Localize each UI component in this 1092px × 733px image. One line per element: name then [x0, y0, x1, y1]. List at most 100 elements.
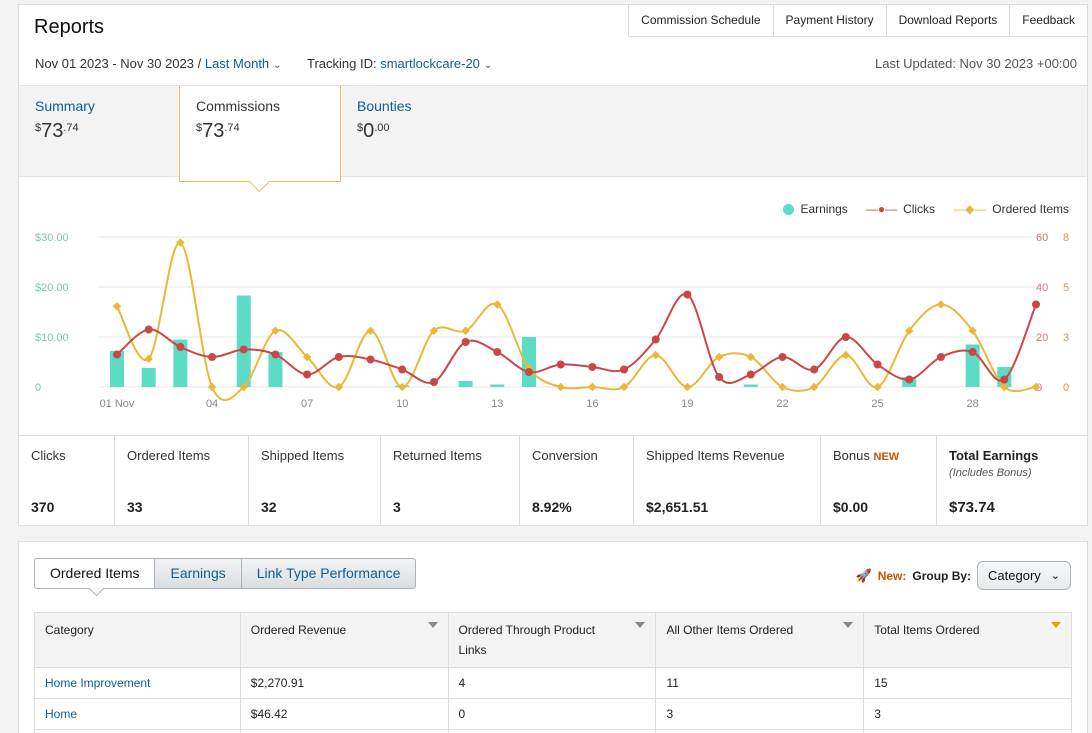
group-by-select[interactable]: Category ⌄: [977, 561, 1071, 590]
tracking-id-picker[interactable]: Tracking ID: smartlockcare-20 ⌄: [307, 56, 492, 71]
ordered-items-point: [366, 326, 375, 335]
category-link[interactable]: [34, 729, 241, 733]
stat-value: 32: [261, 499, 277, 515]
clicks-point: [1032, 300, 1040, 309]
tab-commissions[interactable]: Commissions $73.74: [179, 86, 341, 182]
ordered-items-point: [271, 326, 280, 335]
earnings-bar: [141, 368, 156, 387]
ordered-items-point: [778, 382, 787, 392]
x-tick-label: 10: [396, 398, 408, 410]
clicks-point: [841, 333, 850, 341]
x-tick-label: 19: [681, 398, 693, 410]
ordered-items-point: [144, 354, 153, 364]
x-tick-label: 16: [586, 398, 598, 410]
col-all-other-items-ordered[interactable]: All Other Items Ordered: [655, 612, 865, 668]
col-category[interactable]: Category: [34, 612, 241, 668]
y-mid-tick-label: 20: [1036, 332, 1048, 344]
stat-conversion: Conversion 8.92%: [520, 436, 634, 526]
ordered-items-point: [936, 300, 946, 309]
clicks-point: [334, 353, 343, 361]
sort-desc-icon[interactable]: [1051, 622, 1061, 628]
clicks-point: [683, 290, 692, 299]
last-updated: Last Updated: Nov 30 2023 +00:00: [874, 56, 1077, 71]
cell-other-items: 11: [655, 667, 865, 699]
earnings-swatch-icon: [783, 203, 795, 215]
cell-total-items: 3: [863, 698, 1072, 730]
cell-total-items: [863, 729, 1072, 733]
clicks-point: [968, 348, 977, 356]
y-mid-tick-label: 60: [1036, 232, 1048, 244]
payment-history-button[interactable]: Payment History: [773, 4, 887, 37]
x-tick-label: 07: [301, 398, 313, 410]
clicks-point: [144, 325, 153, 334]
col-total-items-ordered[interactable]: Total Items Ordered: [863, 612, 1072, 668]
tab-label: Commissions: [196, 98, 281, 114]
stat-value: 8.92%: [532, 499, 572, 515]
col-ordered-through-product-links[interactable]: Ordered Through Product Links: [447, 612, 657, 668]
x-tick-label: 04: [206, 398, 218, 410]
stat-label: Clicks: [31, 448, 66, 463]
ordered-items-point: [207, 382, 217, 392]
ordered-items-table: Category Ordered Revenue Ordered Through…: [34, 612, 1072, 733]
earnings-bar: [110, 351, 124, 387]
legend-earnings[interactable]: Earnings: [783, 202, 848, 216]
top-actions: Commission Schedule Payment History Down…: [628, 4, 1088, 37]
feedback-button[interactable]: Feedback: [1010, 4, 1088, 37]
sort-icon[interactable]: [427, 622, 438, 628]
clicks-point: [746, 370, 755, 379]
tracking-label: Tracking ID:: [307, 56, 377, 71]
clicks-point: [208, 353, 217, 361]
ordered-items-point: [493, 300, 502, 309]
ordered-items-point: [556, 382, 565, 392]
clicks-point: [810, 365, 819, 374]
ordered-items-point: [397, 382, 407, 392]
category-link[interactable]: Home: [34, 698, 241, 730]
tab-bounties[interactable]: Bounties $0.00: [341, 86, 501, 178]
legend-ordered-items[interactable]: —◆— Ordered Items: [953, 202, 1069, 216]
earnings-bar: [268, 352, 283, 387]
clicks-point: [493, 348, 502, 356]
sort-icon[interactable]: [843, 622, 854, 628]
legend-clicks[interactable]: —●— Clicks: [865, 202, 936, 216]
sort-icon[interactable]: [635, 622, 646, 628]
chevron-down-icon: ⌄: [1050, 570, 1060, 582]
y-left-tick-label: $20.00: [35, 282, 69, 294]
commission-schedule-button[interactable]: Commission Schedule: [628, 4, 774, 37]
ordered-items-point: [429, 326, 439, 335]
ordered-items-point: [588, 382, 597, 392]
tab-link-type-performance[interactable]: Link Type Performance: [241, 558, 417, 589]
y-mid-tick-label: 40: [1036, 282, 1048, 294]
tracking-id-link[interactable]: smartlockcare-20: [380, 56, 480, 71]
tab-ordered-items[interactable]: Ordered Items: [34, 558, 156, 589]
clicks-point: [239, 345, 248, 354]
clicks-point: [620, 365, 629, 374]
stat-value: $2,651.51: [646, 499, 709, 515]
category-link[interactable]: Home Improvement: [34, 667, 241, 699]
col-ordered-revenue[interactable]: Ordered Revenue: [239, 612, 449, 668]
stat-sublabel: (Includes Bonus): [949, 467, 1032, 479]
y-left-tick-label: $10.00: [35, 332, 69, 344]
clicks-point: [1000, 375, 1009, 384]
y-right-tick-label: 0: [1063, 382, 1069, 394]
summary-tabs: Summary $73.74 Commissions $73.74 Bounti…: [19, 85, 1087, 182]
clicks-point: [905, 375, 914, 384]
clicks-point: [303, 370, 312, 379]
stat-label: Conversion: [532, 448, 598, 463]
tab-summary[interactable]: Summary $73.74: [19, 86, 179, 178]
date-preset-link[interactable]: Last Month: [204, 56, 270, 71]
ordered-items-point: [1000, 382, 1009, 392]
ordered-items-point: [334, 382, 344, 392]
ordered-swatch-icon: —◆—: [953, 202, 987, 216]
date-range-picker[interactable]: Nov 01 2023 - Nov 30 2023 / Last Month ⌄: [35, 56, 282, 71]
download-reports-button[interactable]: Download Reports: [886, 4, 1011, 37]
cell-ordered-revenue: [239, 729, 449, 733]
tab-amount: $0.00: [357, 120, 390, 142]
new-badge: NEW: [873, 451, 900, 463]
cell-ordered-revenue: $46.42: [239, 698, 449, 730]
cell-product-links: 4: [447, 667, 657, 699]
clicks-point: [588, 363, 597, 371]
chevron-down-icon: ⌄: [483, 60, 493, 71]
stat-label: Shipped Items Revenue: [646, 448, 785, 463]
tab-earnings[interactable]: Earnings: [155, 558, 242, 589]
